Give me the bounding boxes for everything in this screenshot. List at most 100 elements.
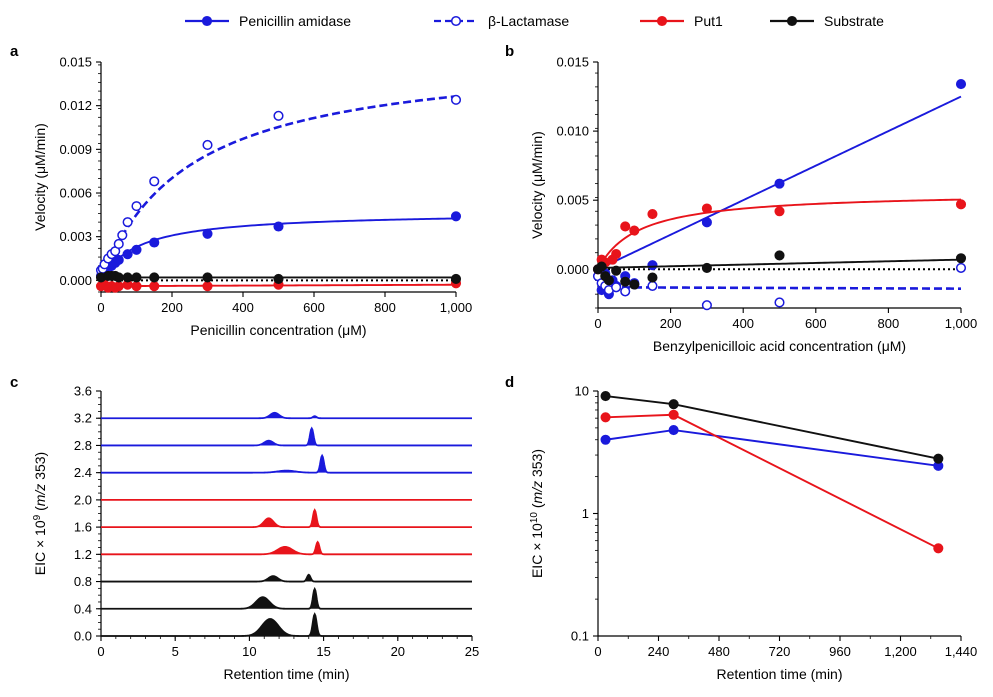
point-substrate [611,265,622,276]
point-lactamase [131,201,142,212]
y-axis-title-part: 353) [32,452,48,484]
point-substrate [596,261,607,272]
chromatogram-trace [101,508,472,529]
y-axis-title-part: ( [32,506,48,515]
point-substrate [273,273,284,284]
point-penicillin-amidase [273,221,284,232]
point-penicillin-amidase [774,178,785,189]
point-penicillin-amidase [113,254,124,266]
x-tick-label: 20 [391,644,405,659]
point-substrate [647,272,658,283]
y-axis-title-mz: m/z [32,484,48,507]
x-tick-label: 600 [303,300,325,315]
point-lactamase [647,280,658,291]
y-tick-label: 0.000 [556,262,589,277]
y-axis-title-part: EIC × 10 [32,520,48,575]
x-tick-label: 400 [732,316,754,331]
y-axis-title: EIC × 109 (m/z 353) [32,452,49,575]
point-substrate [620,276,631,287]
point-put1 [629,225,640,236]
point-substrate [774,250,785,261]
legend-label-substrate: Substrate [824,13,884,29]
y-tick-label: 0.4 [74,601,92,616]
y-tick-label: 0.012 [59,98,92,113]
point-penicillin-amidase [122,249,133,260]
legend: Penicillin amidase β-Lactamase Put1 Substra… [185,13,884,29]
point-penicillin-amidase [149,237,160,248]
y-tick-label: 0.005 [556,193,589,208]
legend-marker-penicillin-amidase [201,15,213,27]
panel-letter: a [10,43,19,60]
chromatogram-fill [101,428,472,446]
chromatogram-fill [101,542,472,555]
point-put1 [611,249,622,260]
x-axis-title: Retention time (min) [716,666,842,682]
x-tick-label: 800 [374,300,396,315]
point-put1 [955,199,967,210]
panel-c: c 0 5 10 15 20 25 0.0 0.4 0.8 1.2 1.6 2.0 2.4 2.8 3.2 3.… [10,374,479,682]
y-tick-label: 0.0 [74,629,92,644]
point-put1 [647,208,658,220]
point-substrate [149,272,160,283]
series-line-substrate [605,395,939,460]
y-tick-label: 0.006 [59,186,92,201]
point-penicillin-amidase [647,260,658,271]
x-axis-title: Benzylpenicilloic acid concentration (μM… [653,338,906,354]
x-tick-label: 1,000 [945,316,978,331]
y-tick-label: 1.6 [74,520,92,535]
point-lactamase [122,217,133,228]
y-tick-label: 0.009 [59,142,92,157]
point-put1 [202,281,213,292]
point-lactamase [620,286,631,297]
point-penicillin-amidase [668,424,679,436]
y-tick-label: 0.010 [556,124,589,139]
y-tick-label: 2.8 [74,438,92,453]
x-tick-label: 25 [465,644,479,659]
chromatogram-trace [101,586,472,610]
x-tick-label: 600 [805,316,827,331]
chromatogram-trace [101,411,472,420]
series-line-put1 [605,413,939,550]
point-substrate [668,399,679,410]
chromatogram-trace [101,573,472,583]
legend-label-put1: Put1 [694,13,723,29]
point-substrate [113,272,124,283]
legend-label-lactamase: β-Lactamase [488,13,569,29]
point-put1 [600,412,611,423]
y-axis-title-part: ( [529,503,545,512]
x-tick-label: 5 [172,644,179,659]
y-tick-label: 0.1 [571,629,589,644]
point-substrate [131,272,142,283]
y-axis-title: EIC × 1010 (m/z 353) [529,449,546,578]
point-lactamase [955,262,967,273]
point-lactamase [113,238,124,250]
point-put1 [668,409,679,420]
x-tick-label: 1,000 [440,300,473,315]
point-put1 [774,206,785,217]
x-tick-label: 200 [660,316,682,331]
y-axis-title: Velocity (μM/min) [529,131,545,239]
point-put1 [131,281,142,292]
fit-line-lactamase [99,95,457,281]
x-axis-title: Retention time (min) [223,666,349,682]
x-tick-label: 240 [648,644,670,659]
y-axis-title: Velocity (μM/min) [32,123,48,231]
chromatogram-trace [101,426,472,447]
y-tick-label: 0.015 [59,55,92,70]
point-put1 [933,543,944,554]
chromatogram-fill [101,574,472,582]
y-tick-label: 2.4 [74,465,92,480]
x-tick-label: 15 [316,644,330,659]
point-penicillin-amidase [450,211,462,222]
panel-letter: b [505,43,514,60]
point-substrate [701,262,712,273]
fit-line-put1 [597,198,962,270]
x-tick-label: 10 [242,644,256,659]
y-tick-label: 0.000 [59,273,92,288]
legend-marker-substrate [786,15,798,27]
legend-label-penicillin-amidase: Penicillin amidase [239,13,351,29]
y-axis-title-mz: m/z [529,481,545,504]
panel-a: a 0 200 400 600 800 1,000 0.000 0.003 0.006 0.009 0… [10,43,472,338]
y-axis-title-part: 353) [529,449,545,481]
